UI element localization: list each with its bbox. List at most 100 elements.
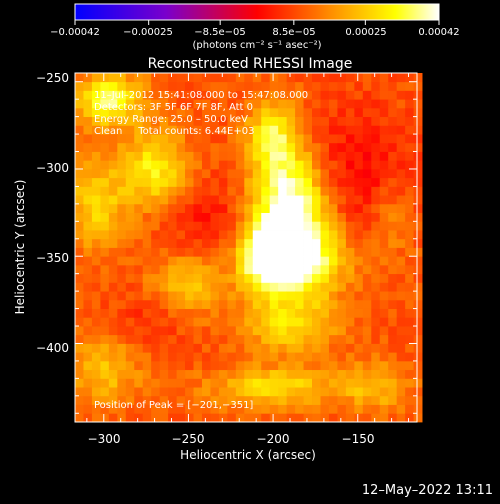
heatmap-cell bbox=[134, 151, 144, 161]
heatmap-cell bbox=[185, 116, 194, 126]
heatmap-cell bbox=[159, 308, 169, 318]
heatmap-cell bbox=[244, 238, 254, 248]
heatmap-cell bbox=[176, 142, 186, 152]
heatmap-cell bbox=[185, 90, 194, 100]
heatmap-cell bbox=[83, 221, 93, 231]
heatmap-cell bbox=[134, 352, 144, 362]
heatmap-cell bbox=[235, 247, 245, 257]
heatmap-cell bbox=[176, 282, 186, 292]
heatmap-cell bbox=[142, 90, 152, 100]
heatmap-cell bbox=[261, 369, 271, 379]
heatmap-cell bbox=[345, 238, 355, 248]
heatmap-cell bbox=[354, 360, 364, 371]
heatmap-cell bbox=[405, 151, 415, 161]
heatmap-cell bbox=[388, 273, 398, 283]
heatmap-cell bbox=[117, 334, 127, 344]
heatmap-cell bbox=[159, 151, 169, 161]
heatmap-cell bbox=[227, 116, 237, 126]
heatmap-cell bbox=[83, 317, 93, 327]
heatmap-cell bbox=[151, 177, 161, 187]
heatmap-cell bbox=[379, 221, 389, 231]
heatmap-cell bbox=[345, 168, 355, 179]
heatmap-cell bbox=[117, 299, 127, 309]
heatmap-cell bbox=[362, 116, 372, 126]
heatmap-cell bbox=[320, 212, 330, 222]
heatmap-cell bbox=[405, 221, 415, 231]
heatmap-cell bbox=[108, 90, 118, 100]
heatmap-cell bbox=[269, 177, 279, 187]
heatmap-cell bbox=[168, 125, 177, 135]
heatmap-cell bbox=[244, 116, 254, 126]
heatmap-cell bbox=[235, 186, 245, 196]
heatmap-cell bbox=[413, 369, 423, 379]
heatmap-cell bbox=[413, 413, 423, 423]
heatmap-cell bbox=[354, 195, 364, 205]
heatmap-cell bbox=[159, 299, 169, 309]
heatmap-cell bbox=[362, 291, 372, 301]
heatmap-cell bbox=[379, 247, 389, 257]
heatmap-cell bbox=[185, 230, 194, 240]
heatmap-cell bbox=[134, 107, 144, 118]
heatmap-cell bbox=[75, 107, 84, 118]
heatmap-cell bbox=[252, 378, 262, 388]
heatmap-cell bbox=[354, 247, 364, 257]
heatmap-cell bbox=[354, 369, 364, 379]
heatmap-cell bbox=[83, 395, 93, 405]
heatmap-cell bbox=[278, 308, 288, 318]
heatmap-cell bbox=[83, 160, 93, 170]
heatmap-cell bbox=[151, 413, 161, 423]
heatmap-cell bbox=[235, 264, 245, 275]
heatmap-cell bbox=[261, 334, 271, 344]
heatmap-cell bbox=[210, 308, 220, 318]
heatmap-cell bbox=[337, 99, 347, 109]
heatmap-cell bbox=[117, 212, 127, 222]
heatmap-cell bbox=[134, 343, 144, 353]
heatmap-cell bbox=[235, 107, 245, 118]
heatmap-cell bbox=[413, 151, 423, 161]
heatmap-cell bbox=[354, 404, 364, 414]
heatmap-cell bbox=[91, 238, 101, 248]
heatmap-cell bbox=[244, 291, 254, 301]
heatmap-cell bbox=[261, 352, 271, 362]
heatmap-cell bbox=[362, 151, 372, 161]
heatmap-cell bbox=[261, 221, 271, 231]
heatmap-cell bbox=[320, 230, 330, 240]
heatmap-cell bbox=[379, 317, 389, 327]
heatmap-cell bbox=[261, 134, 271, 144]
heatmap-cell bbox=[405, 378, 415, 388]
heatmap-cell bbox=[100, 387, 110, 397]
heatmap-cell bbox=[100, 404, 110, 414]
heatmap-cell bbox=[100, 317, 110, 327]
heatmap-cell bbox=[151, 186, 161, 196]
heatmap-cell bbox=[100, 378, 110, 388]
heatmap-cell bbox=[235, 195, 245, 205]
heatmap-cell bbox=[405, 168, 415, 179]
heatmap-cell bbox=[91, 317, 101, 327]
heatmap-cell bbox=[396, 378, 406, 388]
heatmap-cell bbox=[269, 142, 279, 152]
heatmap-cell bbox=[100, 299, 110, 309]
heatmap-cell bbox=[151, 195, 161, 205]
heatmap-cell bbox=[134, 413, 144, 423]
heatmap-cell bbox=[75, 378, 84, 388]
heatmap-cell bbox=[413, 282, 423, 292]
heatmap-cell bbox=[252, 282, 262, 292]
heatmap-cell bbox=[100, 352, 110, 362]
heatmap-cell bbox=[176, 160, 186, 170]
heatmap-cell bbox=[176, 291, 186, 301]
heatmap-cell bbox=[83, 203, 93, 213]
heatmap-cell bbox=[210, 404, 220, 414]
heatmap-cell bbox=[303, 282, 313, 292]
heatmap-cell bbox=[371, 317, 381, 327]
colorbar: −0.00042 −0.00025 −8.5e−05 8.5e−05 0.000… bbox=[50, 3, 460, 51]
heatmap-cell bbox=[168, 107, 177, 118]
heatmap-cell bbox=[201, 299, 211, 309]
heatmap-cell bbox=[176, 81, 186, 91]
heatmap-cell bbox=[201, 195, 211, 205]
heatmap-cell bbox=[337, 142, 347, 152]
heatmap-cells bbox=[75, 73, 423, 423]
heatmap-cell bbox=[388, 299, 398, 309]
heatmap-cell bbox=[371, 151, 381, 161]
heatmap-cell bbox=[388, 413, 398, 423]
heatmap-cell bbox=[252, 142, 262, 152]
